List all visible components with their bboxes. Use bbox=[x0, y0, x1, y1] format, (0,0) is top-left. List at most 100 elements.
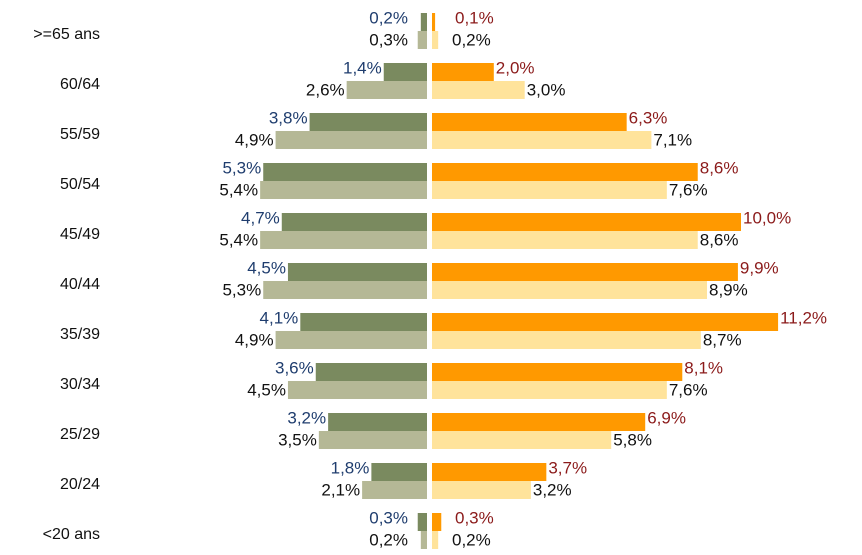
bar bbox=[432, 163, 698, 181]
bar bbox=[315, 363, 427, 381]
value-label: 11,2% bbox=[780, 308, 827, 327]
value-label: 4,9% bbox=[235, 130, 274, 149]
value-label: 2,1% bbox=[321, 480, 360, 499]
category-label: 30/34 bbox=[60, 376, 100, 393]
bar bbox=[432, 13, 436, 31]
value-label: 8,6% bbox=[700, 158, 739, 177]
value-label: 2,6% bbox=[306, 80, 345, 99]
bar bbox=[432, 181, 667, 199]
bar bbox=[309, 113, 427, 131]
bar bbox=[432, 481, 531, 499]
bar bbox=[432, 63, 494, 81]
bar bbox=[362, 481, 427, 499]
value-label: 10,0% bbox=[743, 208, 791, 227]
bar bbox=[432, 281, 708, 299]
value-label: 7,6% bbox=[669, 180, 708, 199]
value-label: 8,6% bbox=[700, 230, 739, 249]
bar bbox=[432, 213, 741, 231]
category-label: 40/44 bbox=[60, 276, 100, 293]
bar bbox=[383, 63, 427, 81]
value-label: 5,8% bbox=[613, 430, 652, 449]
value-label: 3,8% bbox=[269, 108, 308, 127]
value-label: 4,7% bbox=[241, 208, 280, 227]
value-label: 1,4% bbox=[343, 58, 382, 77]
value-label: 4,1% bbox=[260, 308, 299, 327]
bar bbox=[420, 531, 427, 549]
value-label: 1,8% bbox=[331, 458, 370, 477]
bar bbox=[432, 81, 525, 99]
bar bbox=[263, 281, 427, 299]
category-label: 20/24 bbox=[60, 476, 100, 493]
value-label: 8,1% bbox=[684, 358, 723, 377]
bar bbox=[281, 213, 427, 231]
value-label: 3,0% bbox=[527, 80, 566, 99]
bar bbox=[318, 431, 427, 449]
value-label: 0,2% bbox=[369, 8, 408, 27]
bar bbox=[260, 231, 427, 249]
category-label: 50/54 bbox=[60, 176, 100, 193]
value-label: 0,2% bbox=[452, 30, 491, 49]
bar bbox=[432, 313, 779, 331]
category-label: 60/64 bbox=[60, 76, 100, 93]
category-label: 45/49 bbox=[60, 226, 100, 243]
value-label: 3,7% bbox=[548, 458, 587, 477]
bar bbox=[300, 313, 427, 331]
value-label: 6,3% bbox=[629, 108, 668, 127]
bar bbox=[432, 31, 439, 49]
bar bbox=[432, 113, 627, 131]
bar bbox=[432, 131, 652, 149]
value-label: 0,3% bbox=[369, 30, 408, 49]
value-label: 0,3% bbox=[455, 508, 494, 527]
bar bbox=[432, 413, 646, 431]
value-label: 0,2% bbox=[452, 530, 491, 549]
bar bbox=[260, 181, 427, 199]
category-label: 25/29 bbox=[60, 426, 100, 443]
bar bbox=[275, 331, 427, 349]
bar bbox=[417, 31, 427, 49]
bar bbox=[287, 263, 427, 281]
value-label: 5,4% bbox=[219, 230, 258, 249]
value-label: 5,3% bbox=[222, 280, 261, 299]
bar bbox=[432, 263, 738, 281]
category-label: 55/59 bbox=[60, 126, 100, 143]
bar bbox=[432, 231, 698, 249]
bar bbox=[432, 531, 439, 549]
value-label: 3,2% bbox=[533, 480, 572, 499]
bar bbox=[417, 513, 427, 531]
bar bbox=[432, 463, 547, 481]
bar bbox=[328, 413, 427, 431]
value-label: 5,3% bbox=[222, 158, 261, 177]
value-label: 8,9% bbox=[709, 280, 748, 299]
value-label: 3,6% bbox=[275, 358, 314, 377]
value-label: 2,0% bbox=[496, 58, 535, 77]
bar bbox=[432, 381, 667, 399]
bar bbox=[432, 363, 683, 381]
value-label: 5,4% bbox=[219, 180, 258, 199]
value-label: 0,2% bbox=[369, 530, 408, 549]
bar bbox=[287, 381, 427, 399]
category-label: 35/39 bbox=[60, 326, 100, 343]
value-label: 3,2% bbox=[287, 408, 326, 427]
value-label: 4,9% bbox=[235, 330, 274, 349]
bar bbox=[432, 331, 701, 349]
value-label: 4,5% bbox=[247, 380, 286, 399]
bar bbox=[346, 81, 427, 99]
value-label: 7,1% bbox=[653, 130, 692, 149]
value-label: 6,9% bbox=[647, 408, 686, 427]
bar bbox=[275, 131, 427, 149]
bar bbox=[432, 431, 612, 449]
bar bbox=[432, 513, 442, 531]
value-label: 7,6% bbox=[669, 380, 708, 399]
bar bbox=[371, 463, 427, 481]
value-label: 0,3% bbox=[369, 508, 408, 527]
bar bbox=[420, 13, 427, 31]
category-label: >=65 ans bbox=[33, 26, 100, 43]
value-label: 9,9% bbox=[740, 258, 779, 277]
value-label: 3,5% bbox=[278, 430, 317, 449]
bar bbox=[263, 163, 427, 181]
value-label: 4,5% bbox=[247, 258, 286, 277]
category-label: <20 ans bbox=[43, 526, 100, 543]
value-label: 0,1% bbox=[455, 8, 494, 27]
value-label: 8,7% bbox=[703, 330, 742, 349]
